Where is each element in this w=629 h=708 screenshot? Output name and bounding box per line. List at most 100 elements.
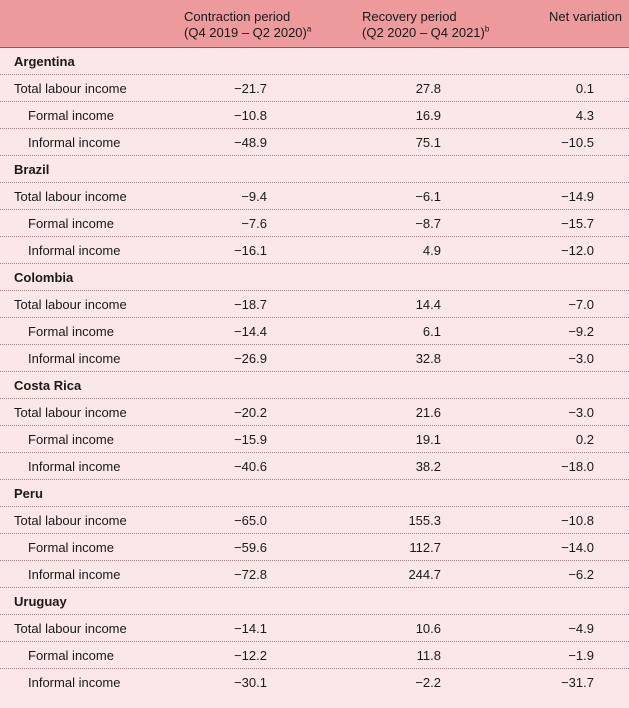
row-label: Informal income xyxy=(28,675,121,690)
contraction-value: −40.6 xyxy=(234,459,267,474)
contraction-value: −48.9 xyxy=(234,135,267,150)
net-variation-value: −7.0 xyxy=(568,297,594,312)
recovery-value: 244.7 xyxy=(408,567,441,582)
contraction-value: −65.0 xyxy=(234,513,267,528)
net-variation-value: −3.0 xyxy=(568,405,594,420)
net-variation-value: −10.5 xyxy=(561,135,594,150)
table-row: Total labour income −65.0 155.3 −10.8 xyxy=(0,507,629,534)
recovery-value: 112.7 xyxy=(409,540,441,555)
recovery-value: 16.9 xyxy=(415,108,441,123)
table-row: Formal income −14.4 6.1 −9.2 xyxy=(0,318,629,345)
contraction-value: −14.1 xyxy=(234,621,267,636)
net-variation-value: −9.2 xyxy=(568,324,594,339)
recovery-value: 6.1 xyxy=(422,324,441,339)
contraction-value: −14.4 xyxy=(234,324,267,339)
header-recovery-dates: (Q2 2020 – Q4 2021) xyxy=(362,25,485,40)
recovery-value: −2.2 xyxy=(415,675,441,690)
row-label: Informal income xyxy=(28,351,121,366)
header-recovery-period: Recovery period (Q2 2020 – Q4 2021)b xyxy=(362,9,489,41)
contraction-value: −59.6 xyxy=(234,540,267,555)
row-label: Formal income xyxy=(28,324,114,339)
row-label: Formal income xyxy=(28,108,114,123)
row-label: Formal income xyxy=(28,540,114,555)
header-recovery-title: Recovery period xyxy=(362,9,457,24)
table-row: Formal income −15.9 19.1 0.2 xyxy=(0,426,629,453)
recovery-value: −8.7 xyxy=(415,216,441,231)
table-row: Total labour income −9.4 −6.1 −14.9 xyxy=(0,183,629,210)
recovery-value: 10.6 xyxy=(415,621,441,636)
recovery-value: 75.1 xyxy=(415,135,441,150)
country-row: Colombia xyxy=(0,264,629,291)
row-label: Total labour income xyxy=(14,81,127,96)
contraction-value: −21.7 xyxy=(234,81,267,96)
recovery-value: 21.6 xyxy=(415,405,441,420)
country-name: Uruguay xyxy=(14,594,67,609)
country-row: Peru xyxy=(0,480,629,507)
row-label: Informal income xyxy=(28,567,121,582)
table-row: Total labour income −18.7 14.4 −7.0 xyxy=(0,291,629,318)
footnote-marker-a: a xyxy=(306,24,312,34)
recovery-value: 27.8 xyxy=(415,81,441,96)
table-row: Total labour income −20.2 21.6 −3.0 xyxy=(0,399,629,426)
recovery-value: 4.9 xyxy=(422,243,441,258)
recovery-value: 14.4 xyxy=(415,297,441,312)
net-variation-value: 4.3 xyxy=(575,108,594,123)
row-label: Total labour income xyxy=(14,621,127,636)
net-variation-value: −6.2 xyxy=(568,567,594,582)
table-header: Contraction period (Q4 2019 – Q2 2020)a … xyxy=(0,0,629,48)
footnote-marker-b: b xyxy=(484,24,490,34)
contraction-value: −16.1 xyxy=(234,243,267,258)
table-row: Formal income −12.2 11.8 −1.9 xyxy=(0,642,629,669)
header-contraction-title: Contraction period xyxy=(184,9,291,24)
row-label: Formal income xyxy=(28,648,114,663)
header-contraction-dates: (Q4 2019 – Q2 2020) xyxy=(184,25,307,40)
country-name: Brazil xyxy=(14,162,50,177)
table-row: Informal income −30.1 −2.2 −31.7 xyxy=(0,669,629,696)
contraction-value: −20.2 xyxy=(234,405,267,420)
table-row: Informal income −48.9 75.1 −10.5 xyxy=(0,129,629,156)
row-label: Total labour income xyxy=(14,297,127,312)
net-variation-value: −10.8 xyxy=(561,513,594,528)
contraction-value: −15.9 xyxy=(234,432,267,447)
table-row: Formal income −7.6 −8.7 −15.7 xyxy=(0,210,629,237)
contraction-value: −9.4 xyxy=(241,189,267,204)
net-variation-value: −12.0 xyxy=(561,243,594,258)
net-variation-value: −3.0 xyxy=(568,351,594,366)
header-recovery-range: (Q2 2020 – Q4 2021)b xyxy=(362,25,489,41)
table-row: Formal income −59.6 112.7 −14.0 xyxy=(0,534,629,561)
recovery-value: 32.8 xyxy=(415,351,441,366)
contraction-value: −30.1 xyxy=(234,675,267,690)
table-body: Argentina Total labour income −21.7 27.8 0.1… xyxy=(0,48,629,696)
recovery-value: 38.2 xyxy=(415,459,441,474)
table-row: Informal income −16.1 4.9 −12.0 xyxy=(0,237,629,264)
row-label: Formal income xyxy=(28,216,114,231)
net-variation-value: −4.9 xyxy=(568,621,594,636)
table-row: Total labour income −21.7 27.8 0.1 xyxy=(0,75,629,102)
recovery-value: 11.8 xyxy=(416,648,441,663)
country-name: Peru xyxy=(14,486,43,501)
row-label: Total labour income xyxy=(14,405,127,420)
header-contraction-range: (Q4 2019 – Q2 2020)a xyxy=(184,25,311,41)
net-variation-value: −15.7 xyxy=(561,216,594,231)
table-row: Informal income −72.8 244.7 −6.2 xyxy=(0,561,629,588)
header-contraction-period: Contraction period (Q4 2019 – Q2 2020)a xyxy=(184,9,311,41)
header-net-variation: Net variation xyxy=(549,9,622,24)
net-variation-value: −14.0 xyxy=(561,540,594,555)
net-variation-value: 0.1 xyxy=(575,81,594,96)
country-row: Brazil xyxy=(0,156,629,183)
recovery-value: −6.1 xyxy=(415,189,441,204)
contraction-value: −7.6 xyxy=(241,216,267,231)
contraction-value: −18.7 xyxy=(234,297,267,312)
table-row: Informal income −40.6 38.2 −18.0 xyxy=(0,453,629,480)
table-row: Formal income −10.8 16.9 4.3 xyxy=(0,102,629,129)
contraction-value: −12.2 xyxy=(234,648,267,663)
country-row: Costa Rica xyxy=(0,372,629,399)
row-label: Informal income xyxy=(28,243,121,258)
recovery-value: 19.1 xyxy=(415,432,441,447)
net-variation-value: 0.2 xyxy=(575,432,594,447)
contraction-value: −26.9 xyxy=(234,351,267,366)
country-row: Uruguay xyxy=(0,588,629,615)
row-label: Total labour income xyxy=(14,189,127,204)
row-label: Informal income xyxy=(28,459,121,474)
